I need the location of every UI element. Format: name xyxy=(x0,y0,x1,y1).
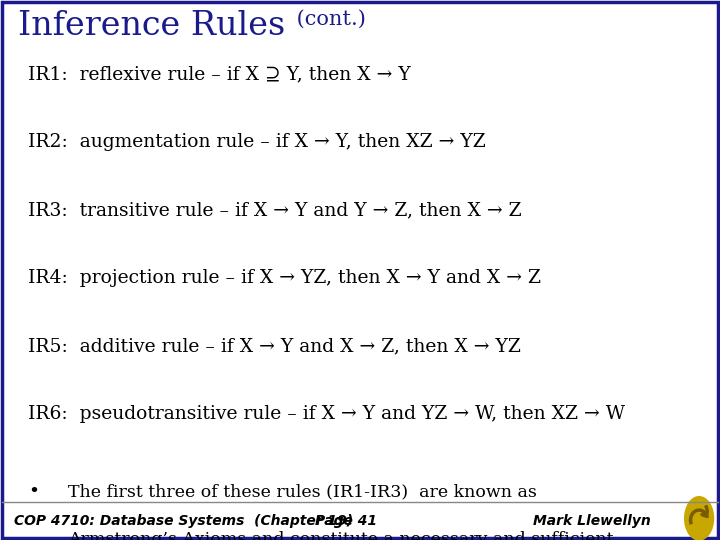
Text: COP 4710: Database Systems  (Chapter 19): COP 4710: Database Systems (Chapter 19) xyxy=(14,514,354,528)
Text: Mark Llewellyn: Mark Llewellyn xyxy=(533,514,651,528)
Text: IR4:  projection rule – if X → YZ, then X → Y and X → Z: IR4: projection rule – if X → YZ, then X… xyxy=(28,269,541,287)
Text: Page 41: Page 41 xyxy=(315,514,377,528)
Circle shape xyxy=(685,497,714,540)
Text: IR3:  transitive rule – if X → Y and Y → Z, then X → Z: IR3: transitive rule – if X → Y and Y → … xyxy=(28,201,521,219)
Text: (cont.): (cont.) xyxy=(290,10,366,29)
Text: IR6:  pseudotransitive rule – if X → Y and YZ → W, then XZ → W: IR6: pseudotransitive rule – if X → Y an… xyxy=(28,405,625,423)
Text: Armstrong’s Axioms and constitute a necessary and sufficient: Armstrong’s Axioms and constitute a nece… xyxy=(68,531,613,540)
Text: •: • xyxy=(28,483,39,501)
Text: Inference Rules: Inference Rules xyxy=(18,10,285,42)
Text: IR2:  augmentation rule – if X → Y, then XZ → YZ: IR2: augmentation rule – if X → Y, then … xyxy=(28,133,486,151)
Text: IR1:  reflexive rule – if X ⊇ Y, then X → Y: IR1: reflexive rule – if X ⊇ Y, then X →… xyxy=(28,65,410,83)
Text: The first three of these rules (IR1-IR3)  are known as: The first three of these rules (IR1-IR3)… xyxy=(68,483,537,500)
Text: IR5:  additive rule – if X → Y and X → Z, then X → YZ: IR5: additive rule – if X → Y and X → Z,… xyxy=(28,337,521,355)
